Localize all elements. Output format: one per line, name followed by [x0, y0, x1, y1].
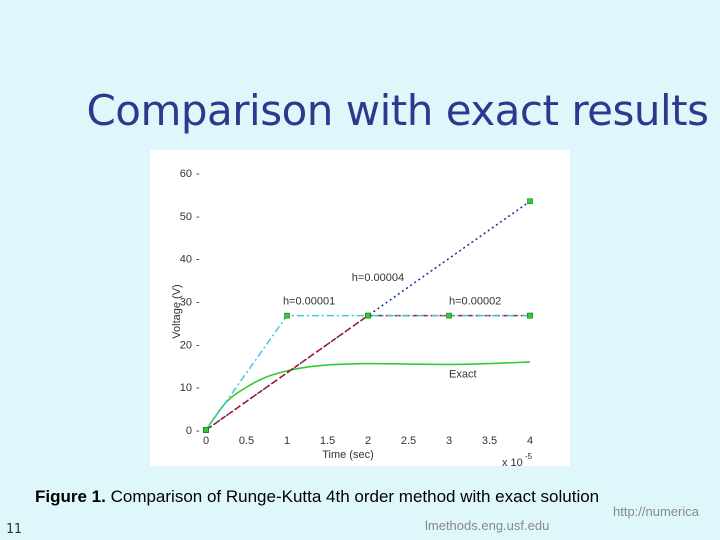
series-annotation: h=0.00004 [352, 272, 404, 284]
x-exponent-label: x 10 [502, 457, 523, 466]
source-url-part2: lmethods.eng.usf.edu [425, 518, 550, 533]
series-annotation: Exact [449, 369, 477, 381]
data-point-marker [527, 198, 533, 205]
x-tick-label: 1 [284, 435, 290, 447]
y-axis-label: Voltage (V) [171, 284, 183, 338]
caption-text: Comparison of Runge-Kutta 4th order meth… [105, 487, 600, 506]
x-axis-label: Time (sec) [322, 449, 374, 461]
series-line-h-0-00001 [205, 314, 530, 431]
x-tick-label: 2.5 [401, 435, 416, 447]
caption-label: Figure 1. [35, 487, 106, 506]
x-exponent-power: -5 [525, 452, 533, 461]
series-line-h-0-00002 [205, 314, 530, 431]
data-point-marker [527, 312, 533, 319]
y-tick-mark: - [196, 339, 200, 351]
line-chart: 0 -10 -20 -30 -40 -50 -60 -0 0.5 1 1.5 2 2.5 3 3.5 4Tim… [171, 168, 533, 466]
y-tick-label: 0 [186, 425, 192, 437]
data-point-marker [446, 312, 452, 319]
slide-title: Comparison with exact results [86, 86, 709, 135]
y-tick-mark: - [196, 254, 200, 266]
series-annotation: h=0.00002 [449, 295, 501, 307]
figure-panel: 0-10-20-30-40-50-60-0 0.5 1 1.5 2 2.5 3 3.5 4 Tim… [150, 150, 570, 466]
x-tick-label: 3.5 [482, 435, 497, 447]
data-point-marker [365, 312, 371, 319]
y-tick-mark: - [196, 211, 200, 223]
y-tick-label: 10 [180, 382, 192, 394]
x-tick-label: 4 [527, 435, 533, 447]
y-tick-mark: - [196, 382, 200, 394]
y-tick-mark: - [196, 168, 200, 180]
data-point-marker [203, 427, 209, 433]
y-tick-mark: - [196, 297, 200, 309]
x-tick-label: 2 [365, 435, 371, 447]
series-line-exact [205, 361, 531, 431]
y-tick-label: 30 [180, 297, 192, 309]
y-tick-label: 60 [180, 168, 192, 180]
y-tick-label: 40 [180, 254, 192, 266]
y-tick-label: 50 [180, 211, 192, 223]
x-tick-label: 1.5 [320, 435, 335, 447]
y-tick-label: 20 [180, 339, 192, 351]
y-tick-mark: - [196, 425, 200, 437]
data-point-marker [284, 312, 290, 319]
x-tick-label: 0.5 [239, 435, 254, 447]
figure-caption: Figure 1. Comparison of Runge-Kutta 4th … [35, 487, 599, 507]
x-tick-label: 0 [203, 435, 209, 447]
x-tick-label: 3 [446, 435, 452, 447]
series-annotation: h=0.00001 [283, 295, 335, 307]
slide-number: 11 [6, 522, 22, 537]
source-url-part1: http://numerica [613, 504, 699, 519]
